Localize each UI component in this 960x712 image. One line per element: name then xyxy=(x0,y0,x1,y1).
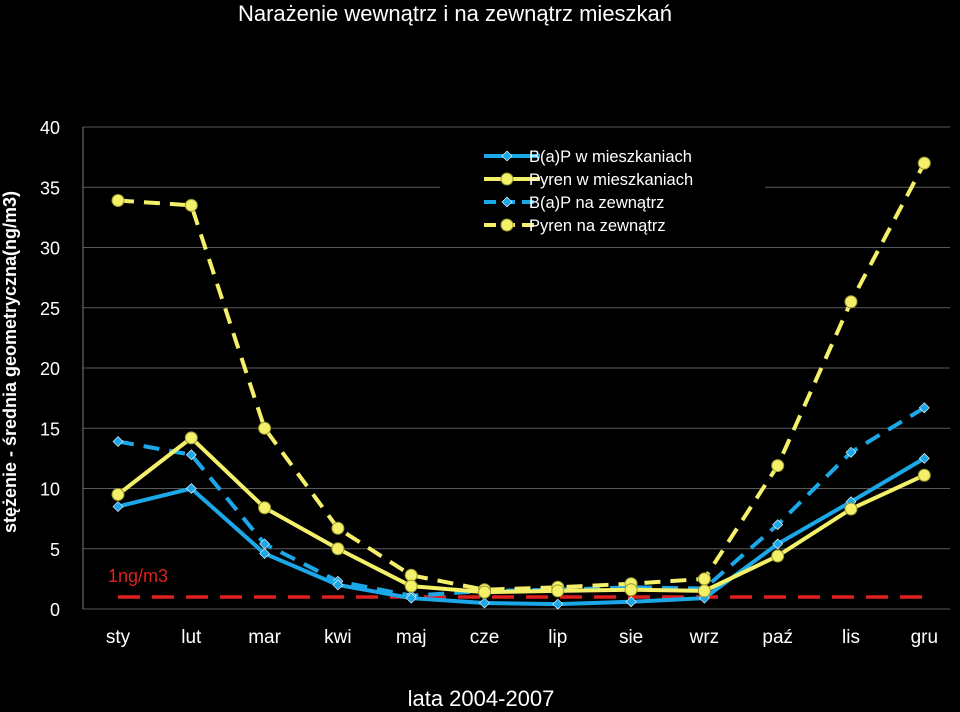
legend-label: Pyren w mieszkaniach xyxy=(529,171,693,189)
data-point xyxy=(184,431,198,445)
data-point xyxy=(112,501,124,512)
series-1 xyxy=(111,431,931,599)
y-tick-label: 10 xyxy=(40,480,60,500)
legend-swatch-marker xyxy=(500,172,514,186)
data-point xyxy=(331,542,345,556)
y-tick-labels: 0 5 10 15 20 25 30 35 40 xyxy=(40,118,60,620)
chart-title: Narażenie wewnątrz i na zewnątrz mieszka… xyxy=(238,1,672,26)
x-tick-label: lis xyxy=(842,627,860,648)
data-point xyxy=(917,468,931,482)
data-point xyxy=(844,295,858,309)
series-line xyxy=(117,162,927,592)
reference-line-label: 1ng/m3 xyxy=(108,566,168,586)
data-point xyxy=(331,521,345,535)
x-tick-label: kwi xyxy=(324,627,351,648)
y-tick-label: 0 xyxy=(50,600,60,620)
x-tick-label: cze xyxy=(470,627,500,648)
data-point xyxy=(478,585,491,599)
series-0 xyxy=(112,452,930,610)
x-tick-label: maj xyxy=(396,627,427,648)
series-line xyxy=(117,406,926,598)
legend-swatch-marker xyxy=(501,150,513,162)
data-point xyxy=(918,452,930,464)
series-line xyxy=(116,435,926,595)
data-point xyxy=(405,592,417,604)
y-axis-label: stężenie - średnia geometryczna(ng/m3) xyxy=(0,191,20,533)
x-tick-label: sty xyxy=(106,627,131,648)
x-tick-label: paź xyxy=(762,627,793,648)
data-point xyxy=(404,579,418,593)
data-point xyxy=(259,548,271,559)
grid-lines xyxy=(82,126,950,610)
series-line xyxy=(117,456,926,607)
data-point xyxy=(404,568,418,582)
data-point xyxy=(185,449,197,461)
y-tick-label: 35 xyxy=(40,178,60,198)
series-2 xyxy=(112,402,930,602)
x-tick-labels: sty lut mar kwi maj cze lip sie wrz paź lis gru xyxy=(106,627,938,648)
x-tick-label: lip xyxy=(548,627,567,648)
data-point xyxy=(625,596,637,608)
data-point xyxy=(772,538,784,550)
data-point xyxy=(551,584,565,598)
data-point xyxy=(258,421,272,435)
x-tick-label: gru xyxy=(911,627,938,648)
y-tick-label: 40 xyxy=(40,118,60,138)
data-point xyxy=(697,584,711,598)
legend-label: B(a)P na zewnątrz xyxy=(529,194,664,212)
x-tick-label: wrz xyxy=(689,627,720,648)
data-point xyxy=(697,572,711,586)
y-tick-label: 20 xyxy=(40,359,60,379)
data-point xyxy=(111,194,125,208)
data-point xyxy=(771,549,785,563)
data-point xyxy=(771,459,785,473)
data-point xyxy=(258,501,272,515)
data-point xyxy=(332,579,344,591)
series-group xyxy=(111,156,931,610)
data-point xyxy=(917,156,931,170)
data-point xyxy=(185,483,197,494)
y-tick-label: 30 xyxy=(40,239,60,259)
legend: B(a)P w mieszkaniach Pyren w mieszkaniach… xyxy=(440,141,765,237)
data-point xyxy=(624,583,638,597)
data-point xyxy=(184,198,198,212)
legend-swatch-marker xyxy=(501,196,513,208)
x-tick-label: mar xyxy=(248,627,281,648)
legend-label: B(a)P w mieszkaniach xyxy=(529,148,692,166)
data-point xyxy=(845,446,857,458)
x-axis-label: lata 2004-2007 xyxy=(408,686,555,711)
data-point xyxy=(918,402,930,414)
y-tick-label: 15 xyxy=(40,419,60,439)
x-tick-label: lut xyxy=(181,627,202,648)
legend-swatch-marker xyxy=(500,218,514,232)
reference-line-group: 1ng/m3 xyxy=(108,566,925,599)
legend-label: Pyren na zewnątrz xyxy=(529,217,666,235)
x-tick-label: sie xyxy=(619,627,643,648)
data-point xyxy=(479,597,490,609)
data-point xyxy=(844,502,858,516)
y-tick-label: 5 xyxy=(50,540,60,560)
data-point xyxy=(772,519,784,531)
data-point xyxy=(112,436,124,447)
data-point xyxy=(111,488,125,502)
y-tick-label: 25 xyxy=(40,299,60,319)
data-point xyxy=(552,598,564,610)
